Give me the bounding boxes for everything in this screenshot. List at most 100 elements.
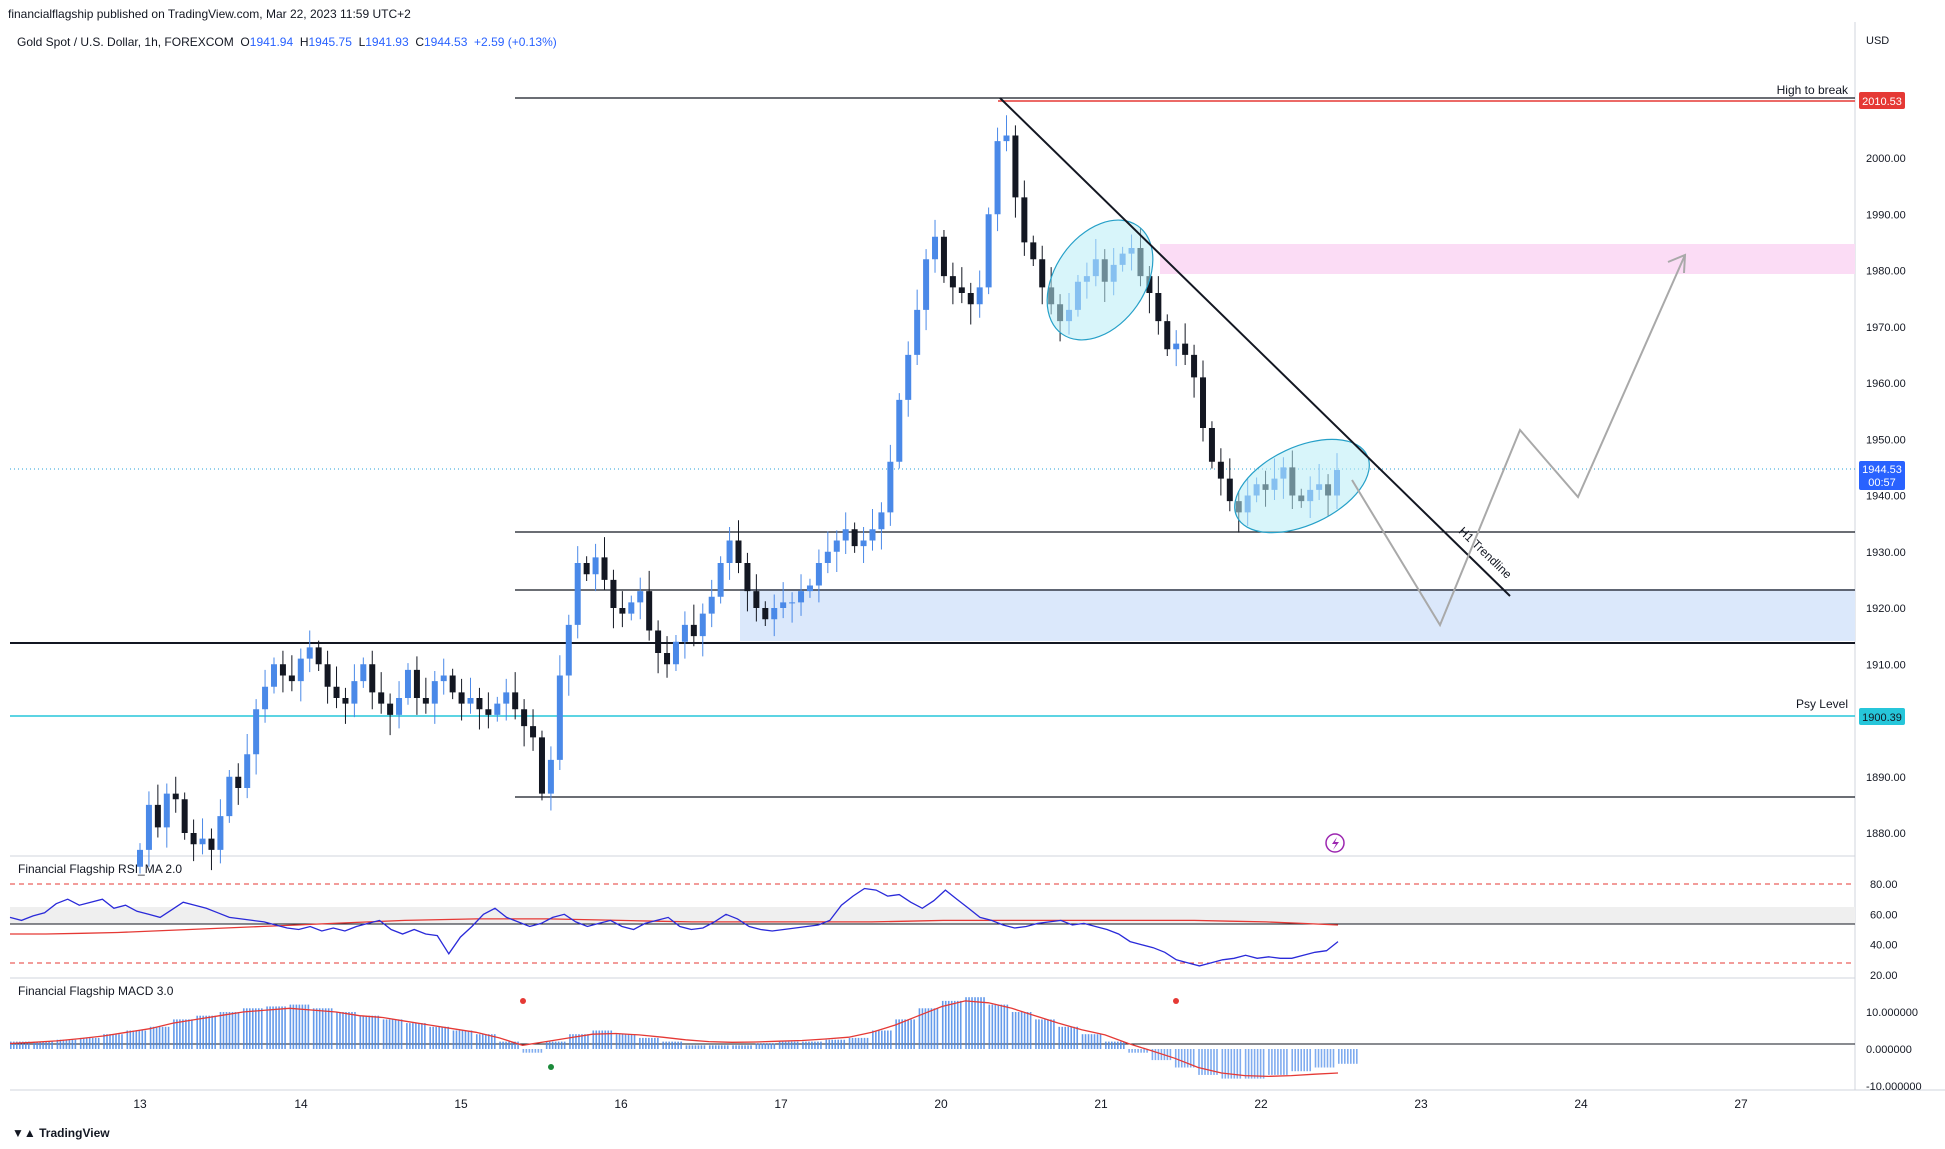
candle-body[interactable] [601,557,608,580]
consolidation-ellipse-1[interactable] [1025,200,1174,360]
candle-body[interactable] [1039,259,1046,288]
candle-body[interactable] [440,675,447,682]
candle-body[interactable] [404,669,411,698]
price-axis[interactable]: 2000.00 1990.00 1980.00 1970.00 1960.00 1950.… [1866,153,1906,840]
candle-body[interactable] [878,512,885,530]
candle-body[interactable] [914,309,921,355]
candle-body[interactable] [869,529,876,541]
candle-body[interactable] [163,793,170,828]
candle-body[interactable] [815,563,822,586]
candle-body[interactable] [967,293,974,305]
macd-histogram[interactable] [10,997,1358,1079]
candle-body[interactable] [449,675,456,693]
symbol-legend[interactable]: Gold Spot / U.S. Dollar, 1h, FOREXCOM O1… [17,35,557,49]
candle-body[interactable] [681,624,688,642]
candle-body[interactable] [172,793,179,800]
candle-body[interactable] [994,141,1001,215]
candle-body[interactable] [494,703,501,715]
candle-body[interactable] [771,608,778,620]
candle-body[interactable] [690,624,697,637]
candle-body[interactable] [1146,276,1153,293]
candle-body[interactable] [628,602,635,614]
candle-body[interactable] [940,236,947,277]
candle-body[interactable] [833,540,840,552]
candle-body[interactable] [637,591,644,603]
candle-body[interactable] [333,686,340,698]
candle-body[interactable] [547,759,554,794]
candle-body[interactable] [798,591,805,603]
candle-body[interactable] [1012,135,1019,198]
candle-body[interactable] [646,591,653,631]
candle-body[interactable] [431,681,438,704]
rsi-line[interactable] [9,887,1339,967]
candle-body[interactable] [708,596,715,614]
candle-body[interactable] [985,214,992,288]
candle-body[interactable] [574,563,581,625]
candle-body[interactable] [556,675,563,760]
candle-body[interactable] [976,287,983,305]
candle-body[interactable] [762,608,769,620]
candle-body[interactable] [396,698,403,715]
candle-body[interactable] [538,737,545,794]
candle-body[interactable] [842,529,849,541]
candle-body[interactable] [1217,461,1224,479]
resistance-zone[interactable] [1160,244,1855,274]
candle-body[interactable] [1155,293,1162,322]
candle-body[interactable] [324,664,331,687]
candle-body[interactable] [664,653,671,665]
candle-body[interactable] [672,641,679,665]
candle-body[interactable] [923,259,930,310]
candle-body[interactable] [467,698,474,704]
candle-body[interactable] [619,608,626,614]
lightning-icon[interactable] [1325,833,1345,853]
candle-body[interactable] [485,709,492,715]
candle-body[interactable] [137,849,143,867]
candle-body[interactable] [503,692,510,704]
candle-body[interactable] [351,681,358,704]
macd-signal-line[interactable] [9,1000,1339,1078]
symbol-name[interactable]: Gold Spot / U.S. Dollar, 1h, FOREXCOM [17,35,234,49]
candle-body[interactable] [824,551,831,563]
candle-body[interactable] [422,698,429,704]
candle-body[interactable] [592,557,599,575]
candle-body[interactable] [717,563,724,597]
candle-body[interactable] [1003,135,1010,142]
h1-trendline[interactable] [999,97,1511,597]
candle-body[interactable] [476,698,483,710]
candle-body[interactable] [342,698,349,704]
candle-body[interactable] [413,669,420,698]
candle-body[interactable] [1226,478,1233,502]
candle-body[interactable] [610,579,617,608]
tradingview-logo[interactable]: ▼▲ TradingView [12,1126,110,1140]
time-axis[interactable]: 13 14 15 16 17 20 21 22 23 24 27 [133,1097,1748,1111]
candle-body[interactable] [360,664,367,682]
candle-body[interactable] [369,664,376,693]
candle-body[interactable] [315,647,322,665]
candle-body[interactable] [253,709,260,755]
candle-body[interactable] [1208,428,1215,462]
candlestick-series[interactable] [137,115,1340,874]
candle-body[interactable] [735,540,742,564]
candle-body[interactable] [565,624,572,676]
candle-body[interactable] [949,276,956,288]
candle-body[interactable] [217,816,224,850]
candle-body[interactable] [512,692,519,710]
candle-body[interactable] [726,540,733,564]
candle-body[interactable] [1182,343,1189,355]
candle-body[interactable] [297,658,304,682]
candle-body[interactable] [521,709,528,727]
candle-body[interactable] [905,354,912,400]
candle-body[interactable] [1030,242,1037,260]
candle-body[interactable] [958,287,965,293]
candle-body[interactable] [458,692,465,704]
candle-body[interactable] [306,647,313,659]
candle-body[interactable] [262,686,269,710]
candle-body[interactable] [753,591,760,608]
candle-body[interactable] [226,776,233,817]
candle-body[interactable] [288,675,295,682]
candle-body[interactable] [279,664,286,676]
candle-body[interactable] [1173,343,1180,350]
candle-body[interactable] [789,602,796,604]
candle-body[interactable] [387,703,394,715]
